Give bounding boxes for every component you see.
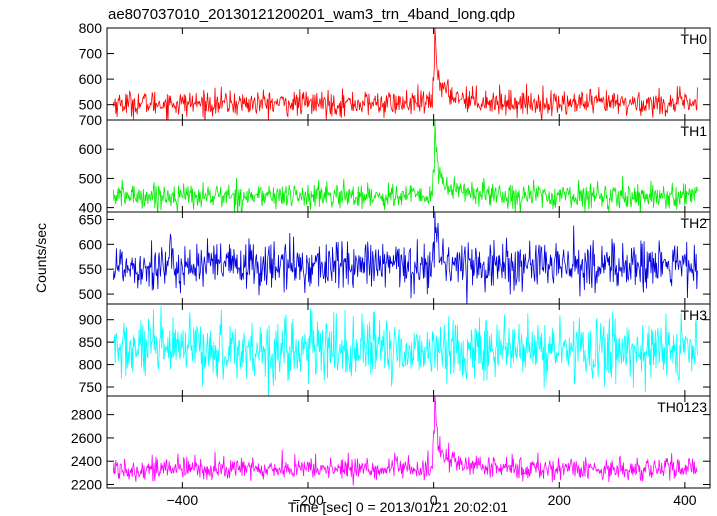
series-th0123 [112, 396, 698, 486]
y-tick-label: 600 [79, 71, 103, 87]
x-tick-label: −200 [292, 492, 324, 508]
y-tick-label: 700 [79, 46, 103, 62]
y-axis-label: Counts/sec [33, 223, 49, 293]
panel-frame [106, 395, 711, 489]
series-th2 [112, 212, 698, 304]
panel-label: TH2 [681, 215, 708, 231]
y-tick-label: 600 [79, 141, 103, 157]
x-tick-label: 0 [430, 492, 438, 508]
series-th0 [112, 28, 698, 120]
series-th1 [112, 120, 698, 212]
y-tick-label: 700 [79, 112, 103, 128]
y-tick-label: 2200 [71, 477, 102, 493]
y-tick-label: 2400 [71, 453, 102, 469]
y-tick-label: 900 [79, 312, 103, 328]
y-tick-label: 800 [79, 20, 103, 36]
panel-label: TH0 [681, 31, 708, 47]
y-tick-label: 750 [79, 379, 103, 395]
y-tick-label: 800 [79, 357, 103, 373]
series-th3 [113, 305, 698, 396]
panel-label: TH0123 [657, 399, 707, 415]
x-tick-label: 400 [673, 492, 697, 508]
panel-th2: 500 550 600 650 TH2 [79, 211, 711, 305]
panel-th1: 400 500 600 700 TH1 [79, 112, 711, 216]
y-tick-label: 500 [79, 170, 103, 186]
panel-th0: 500 600 700 800 TH0 [79, 20, 711, 121]
x-axis-label: Time [sec] 0 = 2013/01/21 20:02:01 [288, 499, 508, 515]
y-tick-label: 850 [79, 334, 103, 350]
x-tick-label: −400 [167, 492, 199, 508]
chart-title: ae807037010_20130121200201_wam3_trn_4ban… [108, 6, 515, 23]
y-tick-label: 400 [79, 200, 103, 216]
panel-label: TH1 [681, 123, 708, 139]
y-tick-label: 550 [79, 261, 103, 277]
y-tick-label: 600 [79, 236, 103, 252]
y-tick-label: 500 [79, 286, 103, 302]
panel-label: TH3 [681, 307, 708, 323]
panel-th0123: 2200 2400 2600 2800 TH0123 [71, 395, 711, 493]
y-tick-label: 2800 [71, 407, 102, 423]
y-tick-label: 500 [79, 97, 103, 113]
x-tick-label: 200 [548, 492, 572, 508]
y-tick-label: 650 [79, 211, 103, 227]
x-axis: −400 −200 0 200 400 [167, 492, 697, 508]
panel-th3: 750 800 850 900 TH3 [79, 303, 711, 397]
y-tick-label: 2600 [71, 430, 102, 446]
panel-frame [106, 27, 711, 121]
panels-group: 500 600 700 800 TH0 400 500 600 700 TH1 500 550 600 6… [71, 20, 711, 493]
